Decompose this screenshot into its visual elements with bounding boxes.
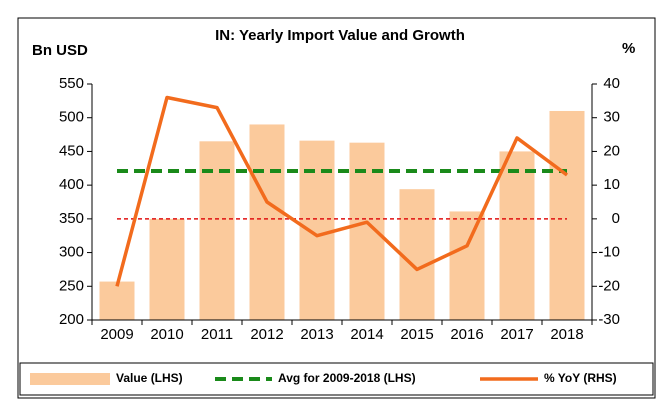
x-tick-label: 2015 — [400, 326, 433, 343]
y2-tick-label: -10 — [598, 244, 620, 261]
legend-label: Avg for 2009-2018 (LHS) — [278, 371, 416, 385]
y2-tick-label: 20 — [603, 142, 620, 159]
x-tick-label: 2011 — [201, 326, 233, 343]
y-tick-label: 200 — [59, 311, 84, 328]
x-tick-label: 2012 — [250, 326, 283, 343]
bar — [149, 218, 185, 320]
bar — [449, 211, 485, 320]
legend-label: Value (LHS) — [116, 371, 183, 385]
y2-axis-label: % — [622, 40, 635, 57]
x-tick-label: 2018 — [550, 326, 583, 343]
legend-label: % YoY (RHS) — [544, 371, 617, 385]
yoy-line — [115, 95, 569, 287]
x-tick-label: 2010 — [150, 326, 183, 343]
x-tick-label: 2013 — [300, 326, 333, 343]
y-tick-label: 350 — [59, 210, 84, 227]
bar — [299, 140, 335, 320]
y-tick-label: 500 — [59, 109, 84, 126]
chart-frame — [17, 17, 656, 399]
y2-tick-label: 30 — [603, 109, 620, 126]
x-tick-label: 2009 — [100, 326, 133, 343]
bar — [199, 141, 235, 320]
y-tick-label: 400 — [59, 176, 84, 193]
bar — [99, 281, 135, 320]
y-tick-label: 300 — [59, 244, 84, 261]
y2-tick-label: 40 — [603, 75, 620, 92]
y-tick-label: 450 — [59, 142, 84, 159]
chart-title: IN: Yearly Import Value and Growth — [215, 27, 465, 44]
bar — [499, 151, 535, 320]
y2-tick-label: -30 — [598, 311, 620, 328]
y2-tick-label: -20 — [598, 277, 620, 294]
y-axis-label: Bn USD — [32, 42, 88, 59]
y-tick-label: 550 — [59, 75, 84, 92]
y2-tick-label: 0 — [612, 210, 620, 227]
bar — [399, 189, 435, 320]
legend-swatch — [30, 373, 110, 385]
x-tick-label: 2017 — [500, 326, 533, 343]
legend-frame — [19, 362, 654, 396]
x-tick-label: 2016 — [450, 326, 483, 343]
x-tick-label: 2014 — [350, 326, 383, 343]
y-tick-label: 250 — [59, 277, 84, 294]
y2-tick-label: 10 — [603, 176, 620, 193]
bar — [249, 124, 285, 320]
bar — [549, 110, 585, 320]
